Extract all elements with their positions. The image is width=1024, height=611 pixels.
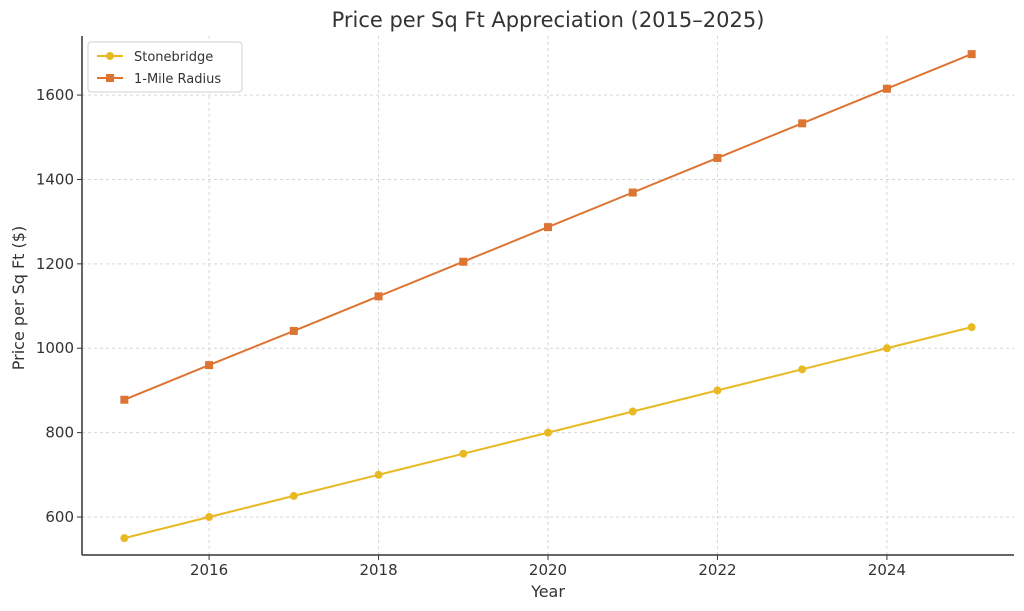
legend-marker-stonebridge [106,52,114,60]
legend-entry-stonebridge: Stonebridge [97,50,213,65]
data-point-stonebridge [713,386,722,395]
y-tick-label: 800 [45,424,74,442]
data-point-1-mile-radius [967,50,976,59]
chart-title: Price per Sq Ft Appreciation (2015–2025) [332,8,765,32]
y-tick-label: 1200 [36,255,74,273]
data-point-stonebridge [882,344,891,353]
series-1-mile-radius [120,50,976,404]
data-point-stonebridge [289,491,298,500]
y-tick-label: 1000 [36,339,74,357]
ticks: 2016 2018 2020 2022 2024 600 800 1000 1200 1400 16… [36,86,906,579]
legend-entry-1-mile-radius: 1-Mile Radius [97,72,221,87]
y-tick-label: 600 [45,508,74,526]
series-stonebridge [120,323,976,543]
data-point-stonebridge [798,365,807,374]
data-point-1-mile-radius [544,223,552,232]
data-point-1-mile-radius [374,292,383,301]
data-point-1-mile-radius [205,361,214,370]
x-tick-label: 2022 [698,561,736,579]
data-point-1-mile-radius [882,84,891,93]
x-tick-label: 2024 [868,561,906,579]
data-point-1-mile-radius [289,326,298,335]
legend-label-1-mile-radius: 1-Mile Radius [134,72,221,87]
data-point-stonebridge [459,449,468,458]
y-tick-label: 1600 [36,86,74,104]
data-point-stonebridge [205,513,214,522]
data-point-1-mile-radius [459,257,468,266]
legend: Stonebridge 1-Mile Radius [87,41,243,93]
legend-label-stonebridge: Stonebridge [134,50,213,65]
x-axis-label: Year [530,582,565,601]
series [120,50,976,543]
data-point-1-mile-radius [798,119,807,128]
data-point-stonebridge [374,470,383,479]
data-point-1-mile-radius [120,395,129,404]
data-point-stonebridge [967,323,976,332]
y-axis-label: Price per Sq Ft ($) [9,226,28,370]
data-point-stonebridge [120,534,129,543]
legend-marker-1-mile-radius [106,74,114,82]
x-tick-label: 2016 [190,561,228,579]
data-point-stonebridge [628,407,637,416]
data-point-stonebridge [544,428,552,437]
data-point-1-mile-radius [628,188,637,197]
y-tick-label: 1400 [36,170,74,188]
x-tick-label: 2018 [359,561,397,579]
legend-box [87,41,243,93]
x-tick-label: 2020 [529,561,567,579]
gridlines [82,36,1014,555]
data-point-1-mile-radius [713,153,722,162]
